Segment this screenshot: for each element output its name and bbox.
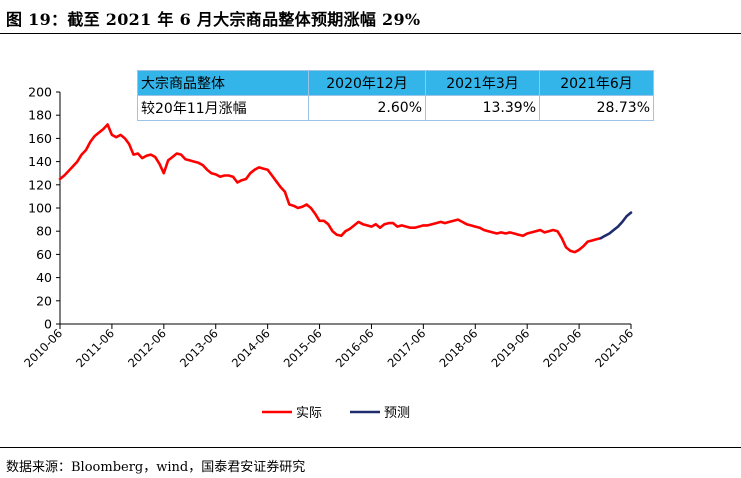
- x-tick-label: 2013-06: [177, 326, 221, 370]
- x-tick-label: 2020-06: [540, 326, 584, 370]
- y-tick-label: 180: [28, 108, 52, 123]
- table-header-cell: 2021年6月: [539, 70, 654, 96]
- legend-label-actual: 实际: [296, 406, 322, 421]
- x-tick-label: 2014-06: [229, 326, 273, 370]
- title-rule: [0, 33, 741, 34]
- y-tick-label: 100: [28, 201, 52, 216]
- x-tick-label: 2019-06: [488, 326, 532, 370]
- growth-table-row: 较20年11月涨幅 2.60% 13.39% 28.73%: [137, 95, 654, 121]
- source-rule: [0, 447, 741, 448]
- x-tick-label: 2018-06: [437, 326, 481, 370]
- series-line-actual: [58, 123, 603, 254]
- y-tick-label: 80: [36, 224, 52, 239]
- x-tick-label: 2016-06: [333, 326, 377, 370]
- x-tick-label: 2011-06: [73, 326, 117, 370]
- table-cell: 较20年11月涨幅: [137, 95, 309, 121]
- y-tick-label: 160: [28, 131, 52, 146]
- y-tick-label: 200: [28, 85, 52, 100]
- growth-table-header-row: 大宗商品整体 2020年12月 2021年3月 2021年6月: [137, 70, 654, 96]
- x-tick-label: 2017-06: [385, 326, 429, 370]
- y-tick-label: 140: [28, 154, 52, 169]
- table-header-cell: 2021年3月: [425, 70, 540, 96]
- x-tick-label: 2012-06: [125, 326, 169, 370]
- source-note: 数据来源：Bloomberg，wind，国泰君安证券研究: [6, 460, 306, 475]
- y-tick-label: 40: [36, 270, 52, 285]
- legend-label-forecast: 预测: [384, 406, 410, 421]
- series-line-forecast: [599, 211, 633, 240]
- table-header-cell: 2020年12月: [308, 70, 426, 96]
- x-tick-label: 2021-06: [592, 326, 636, 370]
- y-tick-label: 20: [36, 293, 52, 308]
- y-tick-label: 120: [28, 177, 52, 192]
- table-cell: 28.73%: [539, 95, 654, 121]
- x-tick-label: 2015-06: [281, 326, 325, 370]
- table-cell: 13.39%: [425, 95, 540, 121]
- x-tick-label: 2010-06: [21, 326, 65, 370]
- y-tick-label: 0: [44, 317, 52, 332]
- table-header-cell: 大宗商品整体: [137, 70, 309, 96]
- growth-table: 大宗商品整体 2020年12月 2021年3月 2021年6月 较20年11月涨…: [137, 70, 654, 121]
- figure-title: 图 19：截至 2021 年 6 月大宗商品整体预期涨幅 29%: [6, 10, 421, 29]
- y-tick-label: 60: [36, 247, 52, 262]
